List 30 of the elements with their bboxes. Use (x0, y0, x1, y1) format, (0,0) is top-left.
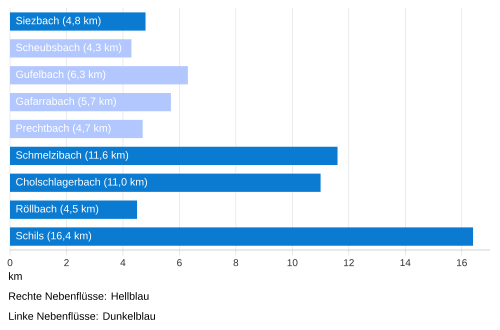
text: Rechte Nebenflüsse: Hellblau (9, 292, 149, 300)
bar (10, 146, 338, 166)
text: Linke Nebenflüsse: Dunkelblau (9, 312, 156, 320)
x-tick-label: 10 (288, 259, 298, 266)
y-tick-label: Siezbach (4,8 km) (16, 16, 101, 26)
bar (10, 200, 138, 219)
y-tick-label: Prechtbach (4,7 km) (16, 124, 111, 134)
x-tick-label: 0 (8, 259, 12, 266)
x-axis-title: km (8, 272, 22, 280)
x-tick-label: 8 (234, 259, 238, 266)
bar (10, 120, 143, 138)
y-tick-label: Scheubsbach (4,3 km) (16, 43, 122, 54)
bar (10, 12, 146, 31)
y-tick-label: Schils (16,4 km) (16, 232, 92, 242)
x-tick-label: 16 (456, 259, 467, 266)
x-tick-label: 14 (400, 259, 411, 266)
bar (10, 227, 474, 246)
y-tick-label: Röllbach (4,5 km) (16, 204, 98, 215)
x-tick-label: 4 (120, 259, 126, 266)
x-tick-label: 12 (344, 259, 354, 266)
x-tick-label: 6 (177, 259, 182, 266)
y-tick-label: Schmelzibach (11,6 km) (16, 150, 128, 161)
y-tick-label: Gafarrabach (5,7 km) (16, 97, 116, 108)
x-tick-label: 2 (64, 259, 69, 266)
bar (10, 174, 321, 192)
bar (10, 66, 188, 84)
y-tick-label: Gufelbach (6,3 km) (16, 70, 106, 80)
bar (10, 39, 132, 58)
y-tick-label: Cholschlagerbach (11,0 km) (16, 178, 148, 188)
bar (10, 92, 171, 112)
